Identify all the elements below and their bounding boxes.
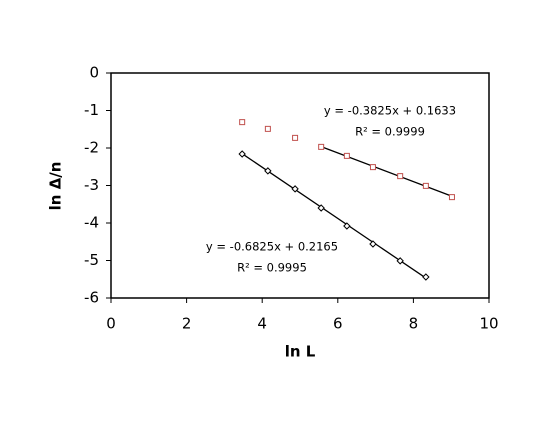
marker [369,164,376,171]
marker [396,257,404,265]
trend-equation: y = -0.3825x + 0.1633 [324,104,456,118]
y-tick-label: -2 [84,139,99,157]
x-tick-label: 0 [106,315,116,333]
y-tick-label: -6 [84,289,99,307]
marker [343,152,350,159]
y-axis-title: ln Δ/n [47,162,65,211]
marker [264,167,272,175]
x-axis-title: ln L [285,343,316,361]
x-tick-label: 8 [409,315,419,333]
marker [397,173,404,180]
marker [239,119,246,126]
y-tick-label: -3 [84,176,99,194]
trend-r2: R² = 0.9995 [237,261,307,275]
y-tick-label: 0 [89,64,99,82]
marker [343,222,351,230]
x-tick-label: 4 [257,315,267,333]
x-tick-label: 2 [182,315,192,333]
trend-equation: y = -0.6825x + 0.2165 [206,240,338,254]
x-tick-label: 6 [333,315,343,333]
trend-line [241,153,427,279]
marker [422,273,430,281]
marker [448,194,455,201]
marker [318,143,325,150]
y-tick-label: -5 [84,251,99,269]
marker [369,240,377,248]
x-tick-label: 10 [479,315,498,333]
marker [291,185,299,193]
trend-r2: R² = 0.9999 [355,125,425,139]
marker [264,125,271,132]
y-tick-label: -1 [84,101,99,119]
trend-line [320,146,453,197]
marker [292,134,299,141]
marker [317,204,325,212]
marker [422,182,429,189]
y-tick-label: -4 [84,214,99,232]
marker [238,150,246,158]
